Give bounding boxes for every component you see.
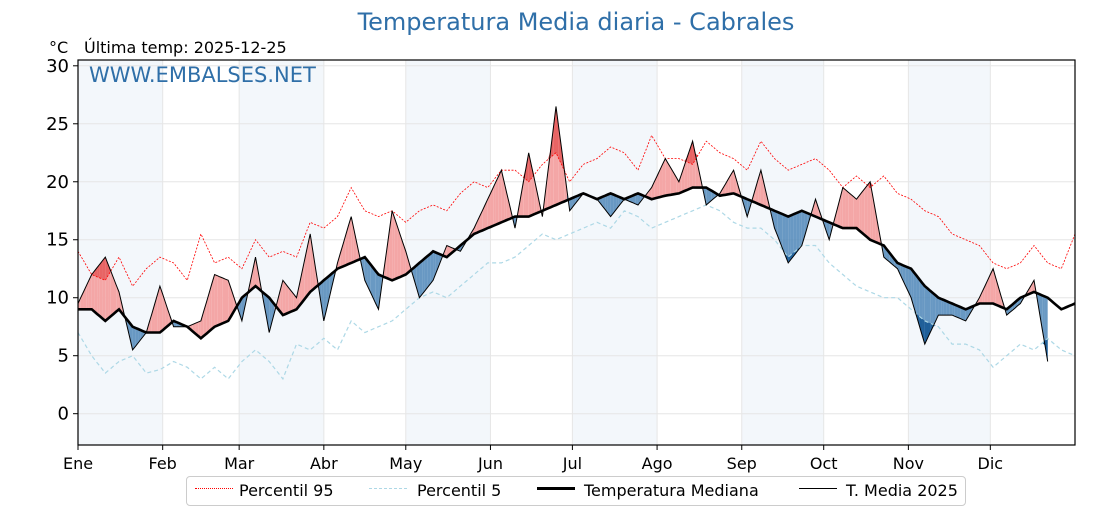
x-tick-label-jun: Jun <box>477 454 503 473</box>
fill-below-median <box>799 211 802 249</box>
fill-below-median <box>938 298 941 315</box>
fill-below-median <box>796 212 799 253</box>
x-axis: Ene Feb Mar Abr May Jun Jul Ago Sep Oct Nov Dic <box>63 445 1003 473</box>
fill-above-median <box>867 182 870 240</box>
month-bands <box>78 60 990 445</box>
month-band <box>908 60 990 445</box>
legend-swatch-median <box>537 487 575 490</box>
fill-above-median <box>217 276 220 326</box>
x-tick-label-jul: Jul <box>562 454 582 473</box>
x-tick-label-oct: Oct <box>810 454 838 473</box>
fill-above-median <box>92 271 95 312</box>
fill-above-median <box>856 196 859 231</box>
fill-below-median <box>791 214 794 259</box>
legend-label-p5: Percentil 5 <box>417 480 501 502</box>
y-tick-label: 10 <box>46 288 69 309</box>
month-band <box>78 60 163 445</box>
fill-above-median <box>854 197 857 228</box>
fill-above-median <box>220 277 223 325</box>
x-tick-label-nov: Nov <box>893 454 924 473</box>
month-band <box>742 60 824 445</box>
x-tick-label-ene: Ene <box>63 454 93 473</box>
y-tick-label: 20 <box>46 172 69 193</box>
legend-swatch-p95 <box>195 488 233 489</box>
legend-swatch-p5 <box>369 488 407 489</box>
fill-below-median <box>425 256 428 291</box>
fill-above-median <box>499 170 502 223</box>
fill-above-median <box>859 192 862 233</box>
fill-above-median <box>848 192 851 228</box>
watermark: WWW.EMBALSES.NET <box>89 63 316 87</box>
x-tick-label-ago: Ago <box>642 454 673 473</box>
fill-above-median <box>223 278 226 323</box>
fill-below-median <box>941 299 944 315</box>
x-tick-label-mar: Mar <box>224 454 255 473</box>
x-tick-label-sep: Sep <box>727 454 757 473</box>
y-tick-label: 5 <box>58 346 69 367</box>
fill-below-median <box>428 254 431 288</box>
fill-above-median <box>851 195 854 229</box>
y-tick-label: 30 <box>46 56 69 77</box>
fill-above-median <box>226 279 229 322</box>
fill-below-median <box>794 213 797 256</box>
y-tick-label: 15 <box>46 230 69 251</box>
y-tick-label: 25 <box>46 114 69 135</box>
legend-swatch-2025 <box>799 488 837 489</box>
fill-below-median <box>419 261 422 298</box>
y-axis: 0 5 10 15 20 25 30 <box>46 56 78 425</box>
legend: Percentil 95 Percentil 5 Temperatura Med… <box>186 476 966 506</box>
fill-above-median <box>392 211 395 281</box>
x-tick-label-dic: Dic <box>978 454 1004 473</box>
fill-below-median <box>422 258 425 294</box>
month-band <box>572 60 657 445</box>
fill-above-median <box>493 182 496 226</box>
fill-above-median <box>846 190 849 228</box>
fill-above-median <box>665 159 668 196</box>
legend-label-p95: Percentil 95 <box>239 480 334 502</box>
fill-above-median <box>862 189 865 235</box>
fill-above-median <box>286 284 289 314</box>
fill-above-median <box>496 176 499 225</box>
fill-above-median <box>288 287 291 313</box>
fill-below-median <box>430 251 433 283</box>
y-tick-label: 0 <box>58 404 69 425</box>
x-tick-label-feb: Feb <box>149 454 177 473</box>
legend-label-median: Temperatura Mediana <box>584 480 759 502</box>
x-tick-label-abr: Abr <box>310 454 338 473</box>
fill-above-median <box>865 185 868 237</box>
fill-above-median <box>395 219 398 279</box>
fill-above-median <box>283 280 286 315</box>
fill-above-median <box>215 275 218 327</box>
fill-above-median <box>843 188 846 229</box>
x-tick-label-may: May <box>389 454 422 473</box>
legend-label-2025: T. Media 2025 <box>846 480 958 502</box>
